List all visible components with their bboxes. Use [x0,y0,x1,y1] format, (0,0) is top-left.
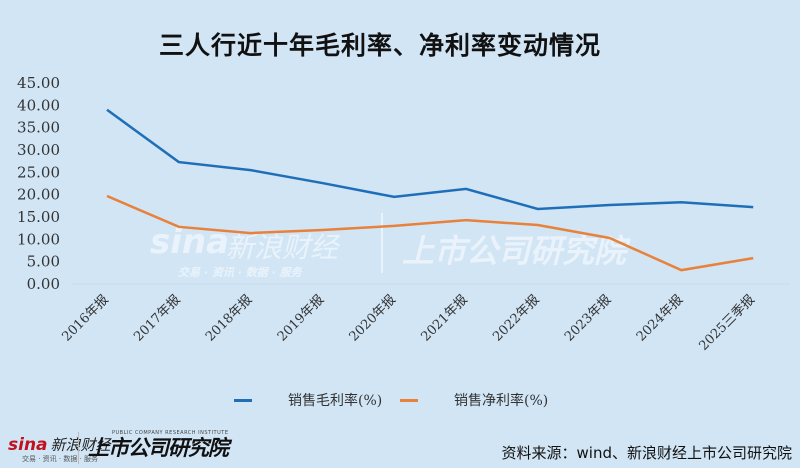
sina-logo-text: sina [8,434,48,455]
y-tick-label: 45.00 [17,74,60,92]
y-tick-label: 30.00 [17,141,60,159]
x-tick-label: 2017年报 [131,292,183,344]
sina-logo-cn: 新浪财经 [50,436,111,454]
legend-item-gross-margin: 销售毛利率(%) [234,390,382,410]
logo-divider [78,432,79,464]
series-gross-margin-line [106,108,754,211]
x-tick-label: 2018年报 [203,292,255,344]
legend-swatch-blue [234,398,252,402]
watermark-sina-sub: 交易 · 资讯 · 数据 · 服务 [178,266,302,279]
line-chart: 0.00 5.00 10.00 15.00 20.00 25.00 30.00 35.00 40… [17,74,759,354]
legend-swatch-orange [400,398,418,402]
series-net-margin-line [106,194,754,272]
x-tick-label: 2019年报 [275,292,327,344]
institute-logo: 上市公司研究院 [88,436,229,460]
data-source-note: 资料来源：wind、新浪财经上市公司研究院 [501,444,792,462]
legend-label: 销售净利率(%) [454,393,549,409]
x-axis-ticks: 2016年报 2017年报 2018年报 2019年报 2020年报 2021年报 2022… [59,292,758,354]
sina-finance-logo: sina 新浪财经 交易 · 资讯 · 数据 · 服务 [8,434,111,464]
x-tick-label: 2020年报 [347,292,399,344]
x-tick-label: 2023年报 [562,292,614,344]
x-tick-label: 2021年报 [418,292,470,344]
y-tick-label: 35.00 [17,119,60,137]
x-tick-label: 2016年报 [59,292,111,344]
legend-label: 销售毛利率(%) [288,393,383,409]
x-tick-label: 2025三季报 [696,292,758,354]
y-tick-label: 20.00 [17,186,60,204]
x-tick-label: 2022年报 [490,292,542,344]
x-tick-label: 2024年报 [634,292,686,344]
y-tick-label: 15.00 [17,208,60,226]
legend-item-net-margin: 销售净利率(%) [400,390,548,410]
sina-logo-sub: 交易 · 资讯 · 数据 · 服务 [22,455,99,463]
watermark-institute: 上市公司研究院 [402,232,627,270]
y-tick-label: 25.00 [17,163,60,181]
watermark-sina-cn: 新浪财经 [226,231,339,264]
y-axis-ticks: 0.00 5.00 10.00 15.00 20.00 25.00 30.00 35.00 40… [17,74,60,293]
watermark-divider [381,213,383,273]
y-tick-label: 10.00 [17,230,60,248]
y-tick-label: 5.00 [27,253,60,271]
y-tick-label: 0.00 [27,275,60,293]
y-tick-label: 40.00 [17,96,60,114]
legend: 销售毛利率(%) 销售净利率(%) [0,388,800,410]
chart-title: 三人行近十年毛利率、净利率变动情况 [158,31,601,60]
institute-logo-sub: PUBLIC COMPANY RESEARCH INSTITUTE [112,430,229,436]
